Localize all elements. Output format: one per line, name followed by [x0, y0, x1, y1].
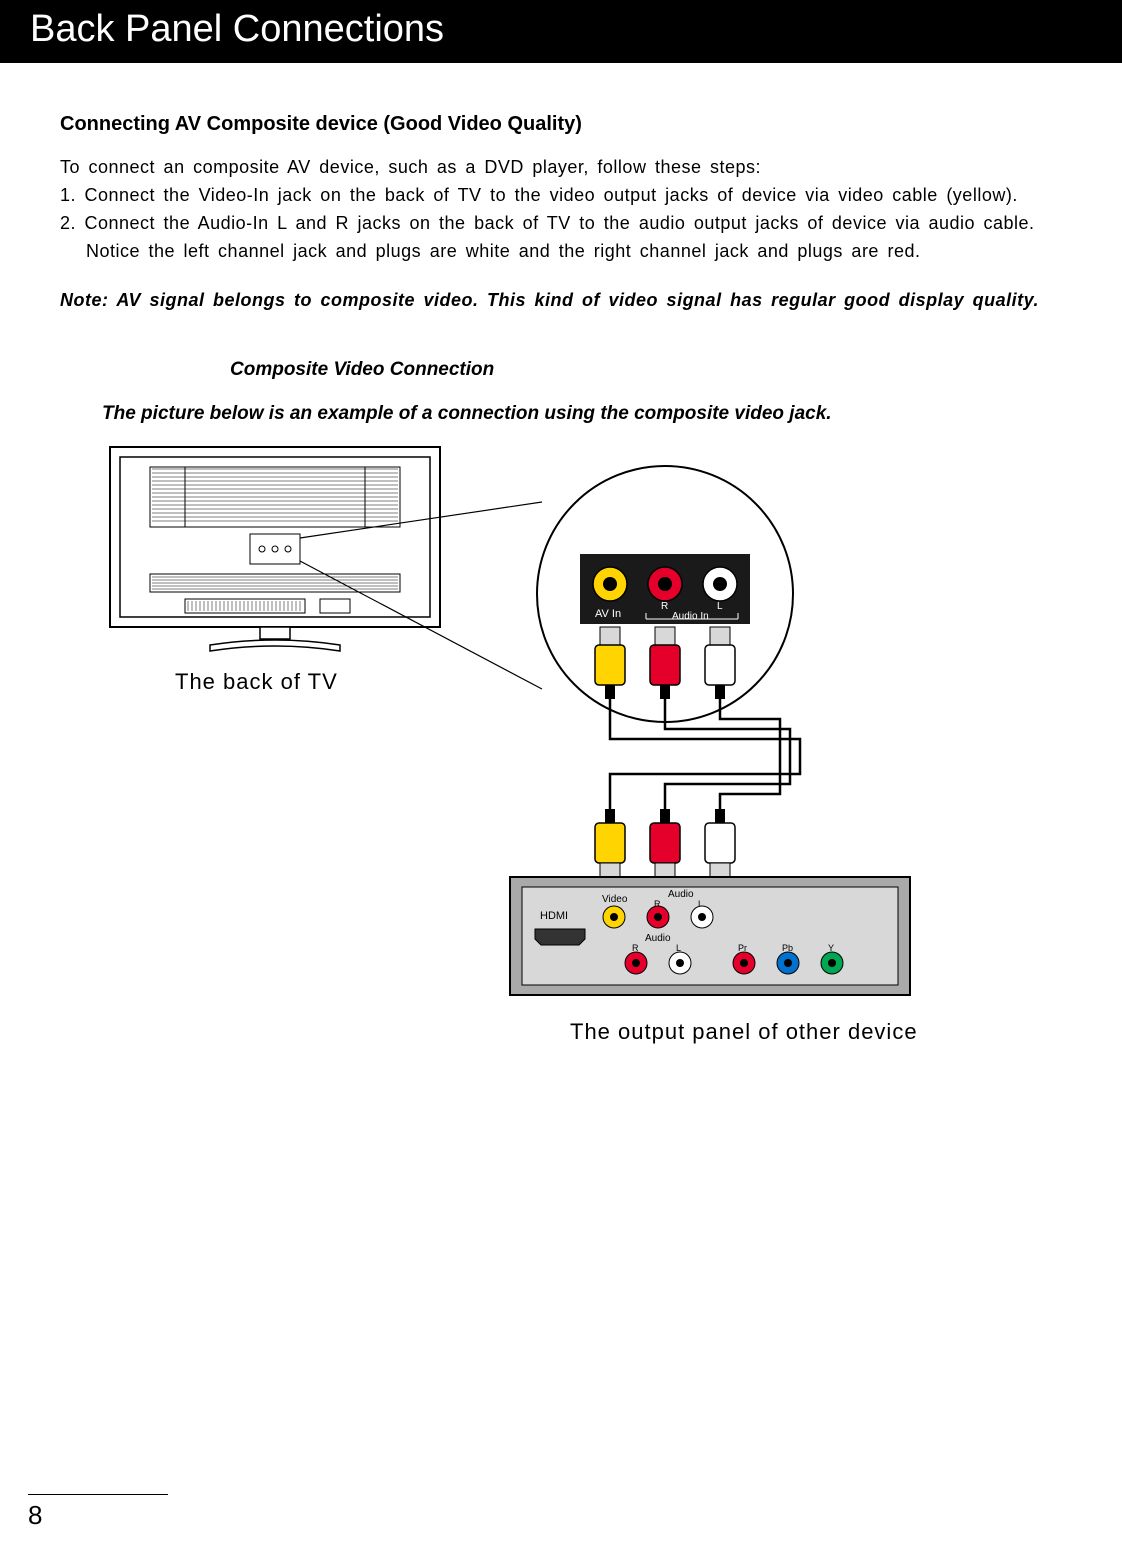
note-prefix: Note: — [60, 290, 109, 310]
label-r-dev2: R — [632, 943, 639, 953]
header-title: Back Panel Connections — [30, 8, 444, 50]
label-pb: Pb — [782, 943, 793, 953]
step-1: 1. Connect the Video-In jack on the back… — [60, 182, 1062, 208]
section-heading: Connecting AV Composite device (Good Vid… — [60, 113, 1062, 136]
label-l-dev2: L — [676, 943, 681, 953]
page-number: 8 — [28, 1500, 42, 1531]
label-audio-top: Audio — [668, 889, 694, 900]
connection-diagram-svg: AV In R L Audio In — [90, 439, 1050, 1079]
label-video: Video — [602, 894, 628, 905]
tv-back-label: The back of TV — [175, 669, 338, 695]
intro-text: To connect an composite AV device, such … — [60, 154, 1062, 180]
diagram-area: AV In R L Audio In — [60, 439, 1062, 1079]
device-panel: HDMI Video Audio R L Audio R L — [510, 877, 910, 995]
content-area: Connecting AV Composite device (Good Vid… — [0, 63, 1122, 1079]
step-2: 2. Connect the Audio-In L and R jacks on… — [60, 210, 1062, 236]
label-audio-bot: Audio — [645, 933, 671, 944]
bottom-plugs — [595, 809, 735, 881]
sub-title: Composite Video Connection — [230, 359, 1062, 381]
label-pr: Pr — [738, 943, 747, 953]
note: Note: AV signal belongs to composite vid… — [60, 290, 1062, 311]
label-l-top: L — [717, 601, 723, 612]
tv-back-icon — [110, 447, 440, 651]
label-r-top: R — [661, 601, 668, 612]
label-audio-in: Audio In — [672, 611, 709, 622]
footer-rule — [28, 1494, 168, 1495]
step-2-cont: Notice the left channel jack and plugs a… — [60, 238, 1062, 264]
label-y: Y — [828, 943, 834, 953]
label-av-in: AV In — [595, 608, 621, 620]
page-header: Back Panel Connections — [0, 0, 1122, 63]
note-body: AV signal belongs to composite video. Th… — [109, 290, 1039, 310]
label-hdmi: HDMI — [540, 910, 568, 922]
output-panel-label: The output panel of other device — [570, 1019, 918, 1045]
example-line: The picture below is an example of a con… — [102, 403, 1062, 425]
